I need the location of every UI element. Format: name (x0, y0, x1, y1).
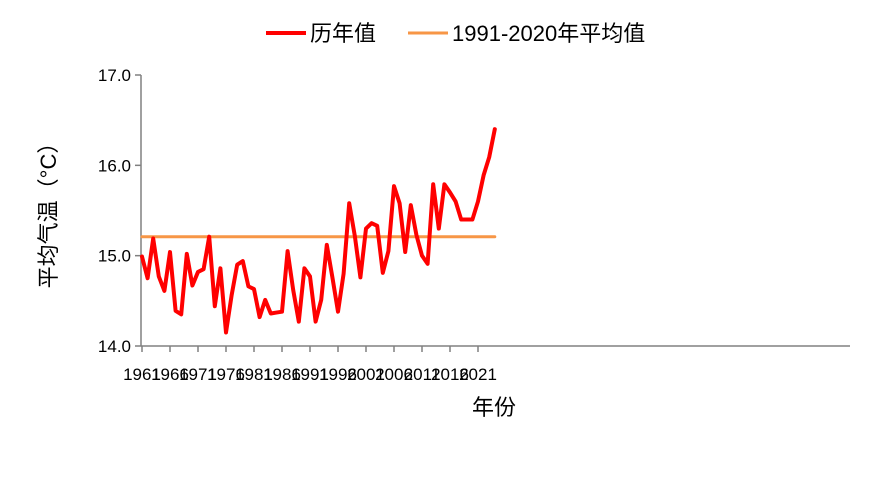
x-tick-label: 2016 (431, 365, 469, 384)
x-tick-label: 1971 (179, 365, 217, 384)
legend: 历年值 1991-2020年平均值 (266, 21, 645, 46)
series-line-annual-values (140, 127, 497, 335)
x-tick-label: 2011 (404, 365, 441, 384)
y-tick-label: 15.0 (98, 247, 131, 266)
x-tick-label: 2001 (347, 365, 385, 384)
series-layer (140, 127, 497, 335)
y-tick-label: 16.0 (98, 156, 131, 175)
x-tick-label: 1966 (151, 365, 189, 384)
x-axis-title: 年份 (472, 395, 516, 420)
y-tick-label: 17.0 (98, 66, 131, 85)
x-tick-label: 1986 (263, 365, 301, 384)
x-axis-ticks: 1961196619711976198119861991199620012006… (123, 346, 497, 384)
x-tick-label: 1981 (235, 365, 273, 384)
legend-label-series-2: 1991-2020年平均值 (452, 21, 645, 46)
y-axis-ticks: 14.0 15.0 16.0 17.0 (98, 66, 141, 356)
y-tick-label: 14.0 (98, 337, 131, 356)
y-axis-title: 平均气温（°C） (36, 132, 61, 289)
x-tick-label: 1991 (291, 365, 329, 384)
x-tick-label: 1996 (319, 365, 357, 384)
x-tick-label: 1976 (207, 365, 245, 384)
legend-label-series-1: 历年值 (310, 21, 376, 46)
x-tick-label: 2006 (375, 365, 413, 384)
x-tick-label: 1961 (123, 365, 161, 384)
x-tick-label: 2021 (459, 365, 497, 384)
